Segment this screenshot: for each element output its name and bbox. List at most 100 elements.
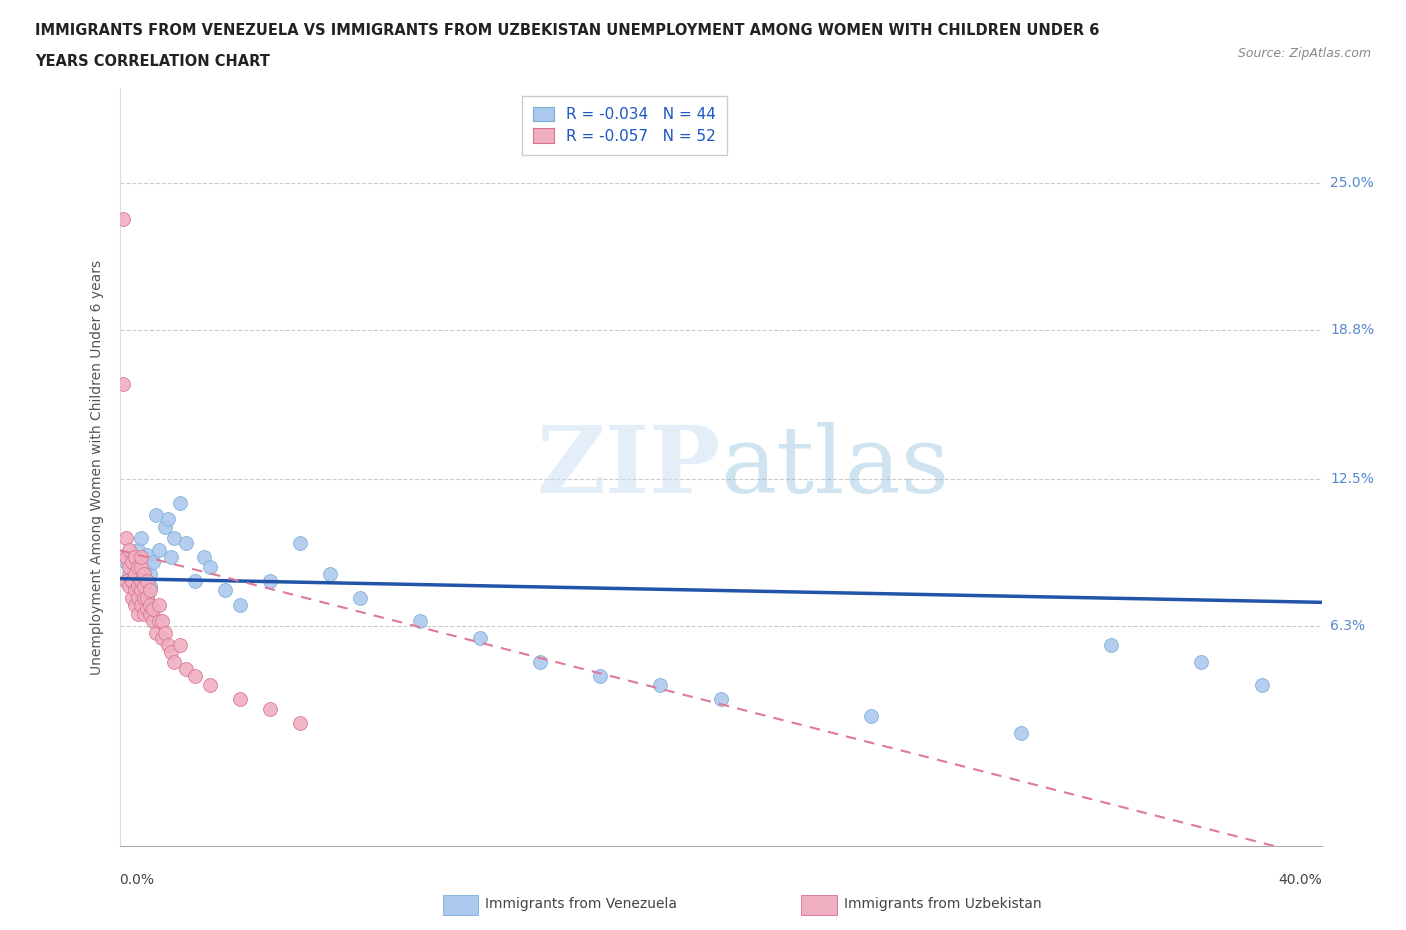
Point: [859, 709, 882, 724]
Point: [198, 559, 221, 574]
Point: [132, 559, 155, 574]
Point: [650, 678, 672, 693]
Point: [127, 543, 149, 558]
Point: [132, 574, 155, 589]
Point: [193, 550, 215, 565]
Y-axis label: Unemployment Among Women with Children Under 6 years: Unemployment Among Women with Children U…: [90, 259, 104, 675]
Point: [129, 559, 152, 574]
Point: [124, 574, 146, 589]
Point: [114, 554, 136, 569]
Text: 25.0%: 25.0%: [1330, 176, 1374, 190]
Point: [288, 536, 311, 551]
Point: [121, 591, 143, 605]
Text: atlas: atlas: [720, 422, 950, 512]
Point: [153, 519, 176, 534]
Point: [132, 566, 155, 581]
Point: [135, 574, 157, 589]
Point: [117, 559, 139, 574]
Point: [138, 597, 160, 612]
Point: [288, 716, 311, 731]
Point: [129, 597, 152, 612]
Point: [124, 550, 146, 565]
Point: [162, 531, 184, 546]
Point: [111, 377, 134, 392]
Point: [142, 602, 165, 617]
Point: [132, 578, 155, 593]
Point: [145, 626, 167, 641]
Point: [468, 631, 492, 645]
Point: [145, 507, 167, 522]
Point: [132, 591, 155, 605]
Point: [529, 654, 551, 669]
Text: Immigrants from Venezuela: Immigrants from Venezuela: [485, 897, 678, 911]
Point: [319, 566, 342, 581]
Point: [135, 548, 157, 563]
Point: [129, 531, 152, 546]
Point: [138, 583, 160, 598]
Point: [148, 614, 170, 629]
Point: [138, 606, 160, 621]
Point: [138, 566, 160, 581]
Point: [135, 602, 157, 617]
Point: [117, 578, 139, 593]
Point: [127, 583, 149, 598]
Point: [259, 701, 281, 716]
Point: [114, 550, 136, 565]
Point: [174, 661, 197, 676]
Point: [129, 591, 152, 605]
Text: 6.3%: 6.3%: [1330, 619, 1365, 633]
Point: [117, 543, 139, 558]
Text: 40.0%: 40.0%: [1278, 873, 1322, 887]
Point: [349, 591, 371, 605]
Point: [169, 496, 191, 511]
Point: [183, 574, 205, 589]
Point: [159, 550, 181, 565]
Point: [148, 543, 170, 558]
Point: [111, 211, 134, 226]
Point: [228, 692, 252, 707]
Point: [150, 631, 173, 645]
Point: [409, 614, 432, 629]
Point: [169, 638, 191, 653]
Point: [1189, 654, 1212, 669]
Point: [127, 578, 149, 593]
Point: [1250, 678, 1272, 693]
Point: [162, 654, 184, 669]
Point: [121, 574, 143, 589]
Point: [127, 606, 149, 621]
Point: [174, 536, 197, 551]
Point: [142, 554, 165, 569]
Point: [228, 597, 252, 612]
Point: [117, 566, 139, 581]
Point: [135, 591, 157, 605]
Point: [121, 554, 143, 569]
Point: [159, 644, 181, 659]
Point: [183, 669, 205, 684]
Point: [121, 550, 143, 565]
Point: [124, 583, 146, 598]
Legend: R = -0.034   N = 44, R = -0.057   N = 52: R = -0.034 N = 44, R = -0.057 N = 52: [522, 96, 727, 154]
Point: [135, 591, 157, 605]
Point: [132, 606, 155, 621]
Point: [259, 574, 281, 589]
Point: [214, 583, 236, 598]
Text: Source: ZipAtlas.com: Source: ZipAtlas.com: [1237, 46, 1371, 60]
Point: [198, 678, 221, 693]
Text: IMMIGRANTS FROM VENEZUELA VS IMMIGRANTS FROM UZBEKISTAN UNEMPLOYMENT AMONG WOMEN: IMMIGRANTS FROM VENEZUELA VS IMMIGRANTS …: [35, 23, 1099, 38]
Point: [1099, 638, 1122, 653]
Point: [114, 531, 136, 546]
Point: [156, 512, 179, 527]
Text: 18.8%: 18.8%: [1330, 323, 1374, 337]
Point: [138, 578, 160, 593]
Point: [129, 574, 152, 589]
Point: [127, 591, 149, 605]
Point: [150, 614, 173, 629]
Point: [129, 583, 152, 598]
Point: [589, 669, 612, 684]
Point: [129, 550, 152, 565]
Point: [124, 597, 146, 612]
Text: 0.0%: 0.0%: [120, 873, 155, 887]
Point: [156, 638, 179, 653]
Point: [142, 614, 165, 629]
Point: [709, 692, 731, 707]
